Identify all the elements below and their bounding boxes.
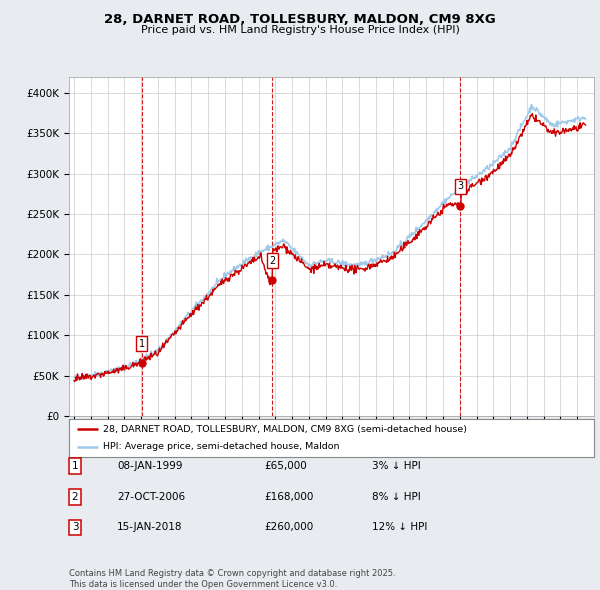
Text: 15-JAN-2018: 15-JAN-2018 [117,523,182,532]
Text: 2: 2 [71,492,79,502]
Text: 3: 3 [71,523,79,532]
Text: 08-JAN-1999: 08-JAN-1999 [117,461,182,471]
Text: 1: 1 [139,339,145,349]
Text: 28, DARNET ROAD, TOLLESBURY, MALDON, CM9 8XG: 28, DARNET ROAD, TOLLESBURY, MALDON, CM9… [104,13,496,26]
Text: £260,000: £260,000 [264,523,313,532]
Text: HPI: Average price, semi-detached house, Maldon: HPI: Average price, semi-detached house,… [103,442,340,451]
Text: 3% ↓ HPI: 3% ↓ HPI [372,461,421,471]
Text: 1: 1 [71,461,79,471]
Text: Price paid vs. HM Land Registry's House Price Index (HPI): Price paid vs. HM Land Registry's House … [140,25,460,35]
Text: 8% ↓ HPI: 8% ↓ HPI [372,492,421,502]
Text: 12% ↓ HPI: 12% ↓ HPI [372,523,427,532]
Text: £65,000: £65,000 [264,461,307,471]
Text: 3: 3 [457,181,464,191]
Text: 2: 2 [269,255,275,266]
Text: Contains HM Land Registry data © Crown copyright and database right 2025.
This d: Contains HM Land Registry data © Crown c… [69,569,395,589]
Text: 28, DARNET ROAD, TOLLESBURY, MALDON, CM9 8XG (semi-detached house): 28, DARNET ROAD, TOLLESBURY, MALDON, CM9… [103,425,467,434]
Text: 27-OCT-2006: 27-OCT-2006 [117,492,185,502]
Text: £168,000: £168,000 [264,492,313,502]
